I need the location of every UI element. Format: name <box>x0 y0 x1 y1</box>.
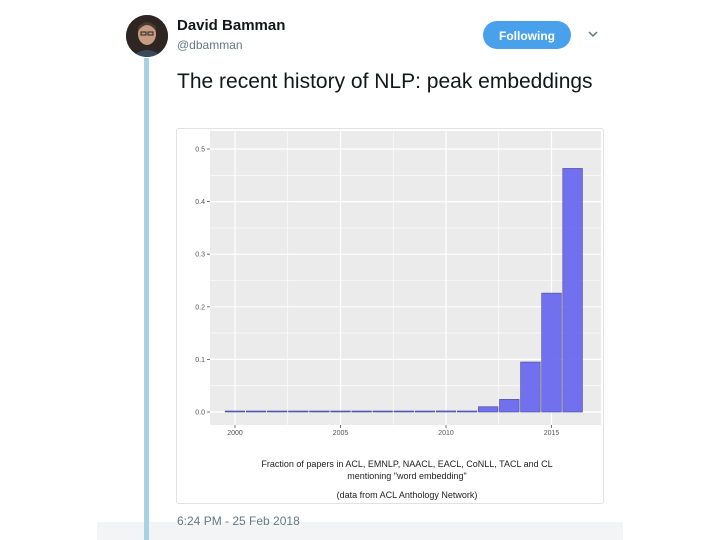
author-handle[interactable]: @dbamman <box>177 38 243 52</box>
thread-line <box>144 58 149 540</box>
x-axis-caption-line1: Fraction of papers in ACL, EMNLP, NAACL,… <box>261 459 552 469</box>
chart-bar <box>288 410 309 413</box>
y-tick-label: 0.3 <box>195 252 205 259</box>
chart-bar <box>520 361 541 413</box>
chart-bar <box>246 410 267 413</box>
chart-bar <box>309 410 330 413</box>
chart-bar <box>435 410 457 413</box>
x-tick-label: 2000 <box>227 430 243 437</box>
chart-bar <box>562 168 583 413</box>
x-axis-caption-line3: (data from ACL Anthology Network) <box>337 490 478 500</box>
chart-bar <box>393 410 414 413</box>
tweet-footer-strip <box>97 522 623 540</box>
y-tick-label: 0.4 <box>195 199 205 206</box>
chart-bar <box>499 399 520 413</box>
chart-bar <box>414 410 436 413</box>
chevron-down-icon[interactable] <box>586 27 600 41</box>
chart-bar <box>267 410 288 413</box>
chart-bar <box>456 410 478 413</box>
y-tick-label: 0.0 <box>195 410 205 417</box>
following-button[interactable]: Following <box>483 21 571 49</box>
tweet-timestamp[interactable]: 6:24 PM - 25 Feb 2018 <box>177 514 300 528</box>
y-tick-label: 0.1 <box>195 357 205 364</box>
tweet-text: The recent history of NLP: peak embeddin… <box>177 70 593 93</box>
y-tick-label: 0.2 <box>195 304 205 311</box>
chart-bar <box>351 410 372 413</box>
bar-chart: 0.0 0.1 0.2 0.3 0.4 0.5 2000 2005 2010 2015 Fracti… <box>195 131 601 500</box>
user-avatar[interactable] <box>126 15 168 57</box>
chart-bar <box>541 292 562 413</box>
chart-bar <box>330 410 351 413</box>
tweet-media-chart[interactable]: 0.0 0.1 0.2 0.3 0.4 0.5 2000 2005 2010 2015 Fracti… <box>176 128 604 504</box>
x-tick-label: 2005 <box>333 430 349 437</box>
x-tick-label: 2015 <box>544 430 560 437</box>
x-axis-caption-line2: mentioning "word embedding" <box>347 471 466 481</box>
x-tick-label: 2010 <box>438 430 454 437</box>
y-tick-label: 0.5 <box>195 147 205 154</box>
chart-bar <box>372 410 393 413</box>
author-name[interactable]: David Bamman <box>177 17 286 34</box>
chart-bar <box>224 410 246 413</box>
chart-bar <box>478 406 499 413</box>
